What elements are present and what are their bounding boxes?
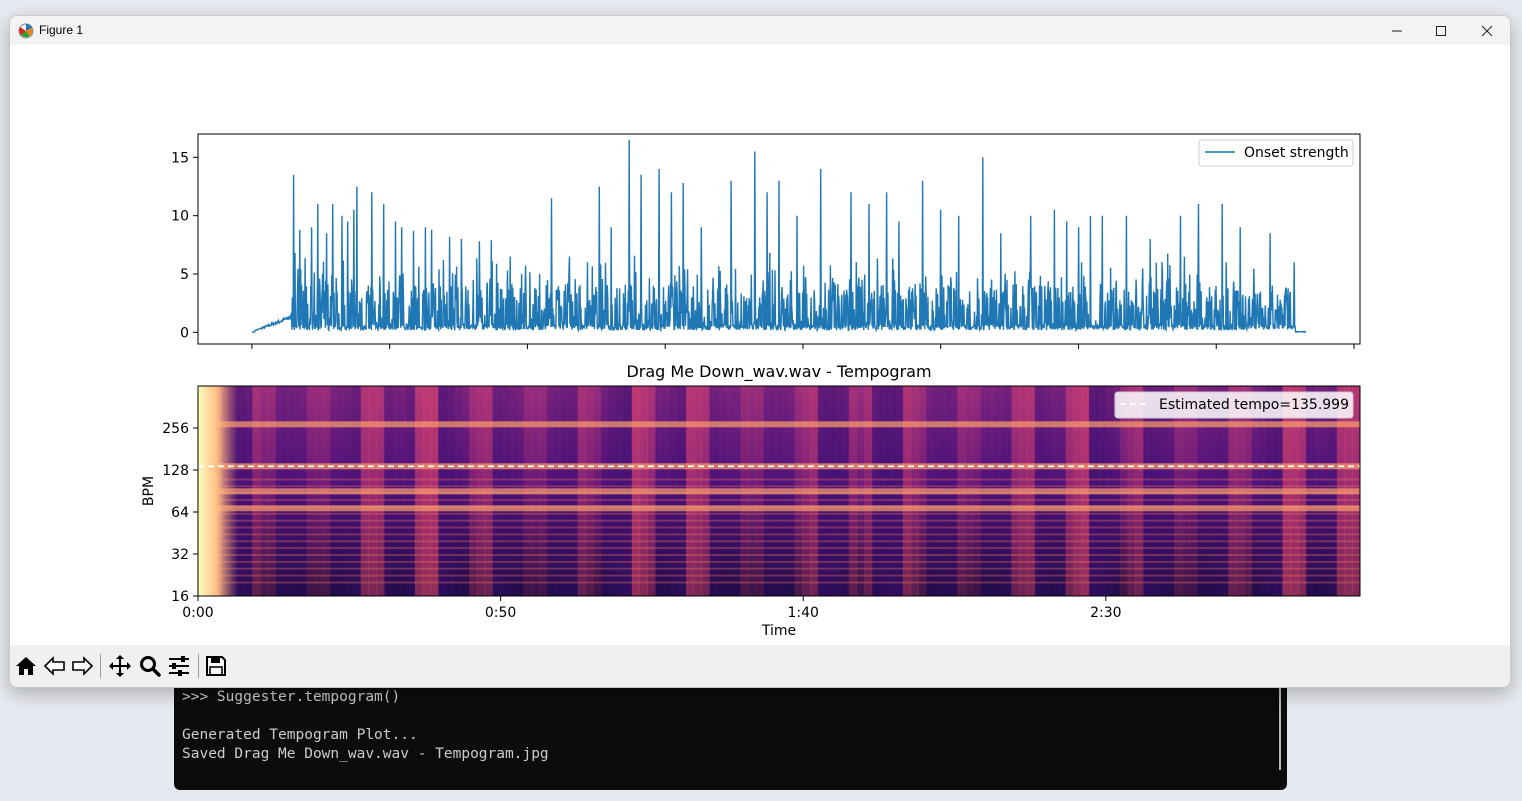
configure-subplots-button[interactable]	[165, 652, 193, 680]
tempogram-xtick-label: 0:50	[485, 605, 516, 621]
navigation-toolbar	[10, 645, 1510, 687]
figure-svg: 0 5 10 15 Onset strength Drag Me Down_wav.w…	[141, 133, 1361, 639]
terminal-line: >>> Suggester.tempogram()	[182, 689, 401, 705]
tempogram-ytick-label: 32	[171, 547, 189, 563]
heatmap-tempo-band	[198, 505, 1360, 512]
terminal-line	[182, 707, 1287, 726]
heatmap-harmonic-band	[198, 499, 1360, 502]
maximize-button[interactable]	[1418, 16, 1464, 45]
terminal-line: Saved Drag Me Down_wav.wav - Tempogram.j…	[182, 746, 549, 762]
tempogram-ytick-label: 128	[162, 463, 189, 479]
configure-subplots-icon	[169, 656, 189, 676]
heatmap-harmonic-band	[198, 533, 1360, 536]
onset-ytick-label: 5	[180, 267, 189, 283]
heatmap-harmonic-band	[198, 512, 1360, 515]
onset-strength-line	[251, 139, 1307, 334]
tempogram-xtick-label: 1:40	[787, 605, 818, 621]
heatmap-harmonic-band	[198, 540, 1360, 543]
tempogram-ytick-label: 256	[162, 421, 189, 437]
heatmap-harmonic-band	[198, 478, 1360, 481]
back-button[interactable]	[41, 652, 69, 680]
heatmap-tempo-band	[198, 421, 1360, 428]
home-button[interactable]	[12, 652, 40, 680]
heatmap-tempo-band	[198, 488, 1360, 495]
matplotlib-icon	[18, 23, 34, 39]
tempo-legend: Estimated tempo=135.999	[1114, 391, 1354, 419]
tempogram-xlabel: Time	[761, 623, 796, 639]
tempogram-xtick-label: 0:00	[182, 605, 213, 621]
tempo-legend-label: Estimated tempo=135.999	[1159, 397, 1349, 413]
save-icon	[206, 656, 226, 676]
heatmap-harmonic-band	[198, 554, 1360, 556]
tempogram-title: Drag Me Down_wav.wav - Tempogram	[626, 362, 931, 382]
tempogram-axes-frame	[197, 385, 1361, 597]
heatmap-harmonic-band	[198, 567, 1360, 570]
onset-legend-label: Onset strength	[1244, 145, 1349, 161]
maximize-icon	[1436, 25, 1446, 36]
tempogram-ytick-label: 64	[171, 505, 189, 521]
save-button[interactable]	[202, 652, 230, 680]
heatmap-harmonic-band	[198, 581, 1360, 584]
figure-canvas[interactable]: 0 5 10 15 Onset strength Drag Me Down_wav.w…	[10, 45, 1510, 645]
terminal-scrollbar[interactable]	[1279, 684, 1281, 770]
onset-ytick-label: 15	[171, 150, 189, 166]
heatmap-harmonic-band	[198, 574, 1360, 577]
pan-icon	[109, 655, 131, 677]
close-button[interactable]	[1464, 16, 1510, 45]
heatmap-onset-flare	[198, 386, 238, 596]
heatmap-harmonic-band	[198, 485, 1360, 488]
minimize-button[interactable]	[1374, 16, 1420, 45]
tempo-legend-box	[1114, 391, 1354, 419]
terminal-line: Generated Tempogram Plot...	[182, 727, 418, 743]
heatmap-harmonic-band	[198, 526, 1360, 529]
back-arrow-icon	[43, 656, 65, 676]
zoom-icon	[140, 656, 161, 677]
heatmap-harmonic-band	[198, 519, 1360, 522]
toolbar-separator	[100, 654, 101, 678]
tempogram-xtick-label: 2:30	[1090, 605, 1121, 621]
tempogram-ytick-label: 16	[171, 589, 189, 605]
onset-legend-box	[1198, 139, 1354, 167]
window-title: Figure 1	[39, 23, 84, 37]
terminal-window[interactable]: >>> Suggester.tempogram() Generated Temp…	[174, 676, 1287, 790]
onset-strength-axes: 0 5 10 15 Onset strength	[171, 133, 1361, 349]
onset-ytick-label: 0	[180, 325, 189, 341]
figure-window: Figure 1	[9, 15, 1511, 688]
tempogram-ylabel: BPM	[141, 476, 157, 506]
title-bar[interactable]: Figure 1	[10, 16, 1510, 45]
heatmap-harmonic-band	[198, 547, 1360, 550]
heatmap-harmonic-band	[198, 560, 1360, 563]
onset-legend: Onset strength	[1198, 139, 1354, 167]
tempogram-axes: Drag Me Down_wav.wav - Tempogram 16 32 64 1…	[141, 362, 1361, 639]
onset-ytick-label: 10	[171, 209, 189, 225]
minimize-icon	[1392, 30, 1402, 31]
zoom-button[interactable]	[136, 652, 164, 680]
tempogram-heatmap	[198, 386, 1360, 596]
forward-arrow-icon	[72, 656, 94, 676]
close-icon	[1481, 25, 1493, 36]
pan-button[interactable]	[106, 652, 134, 680]
toolbar-separator	[198, 654, 199, 678]
home-icon	[16, 657, 36, 675]
forward-button[interactable]	[68, 652, 96, 680]
